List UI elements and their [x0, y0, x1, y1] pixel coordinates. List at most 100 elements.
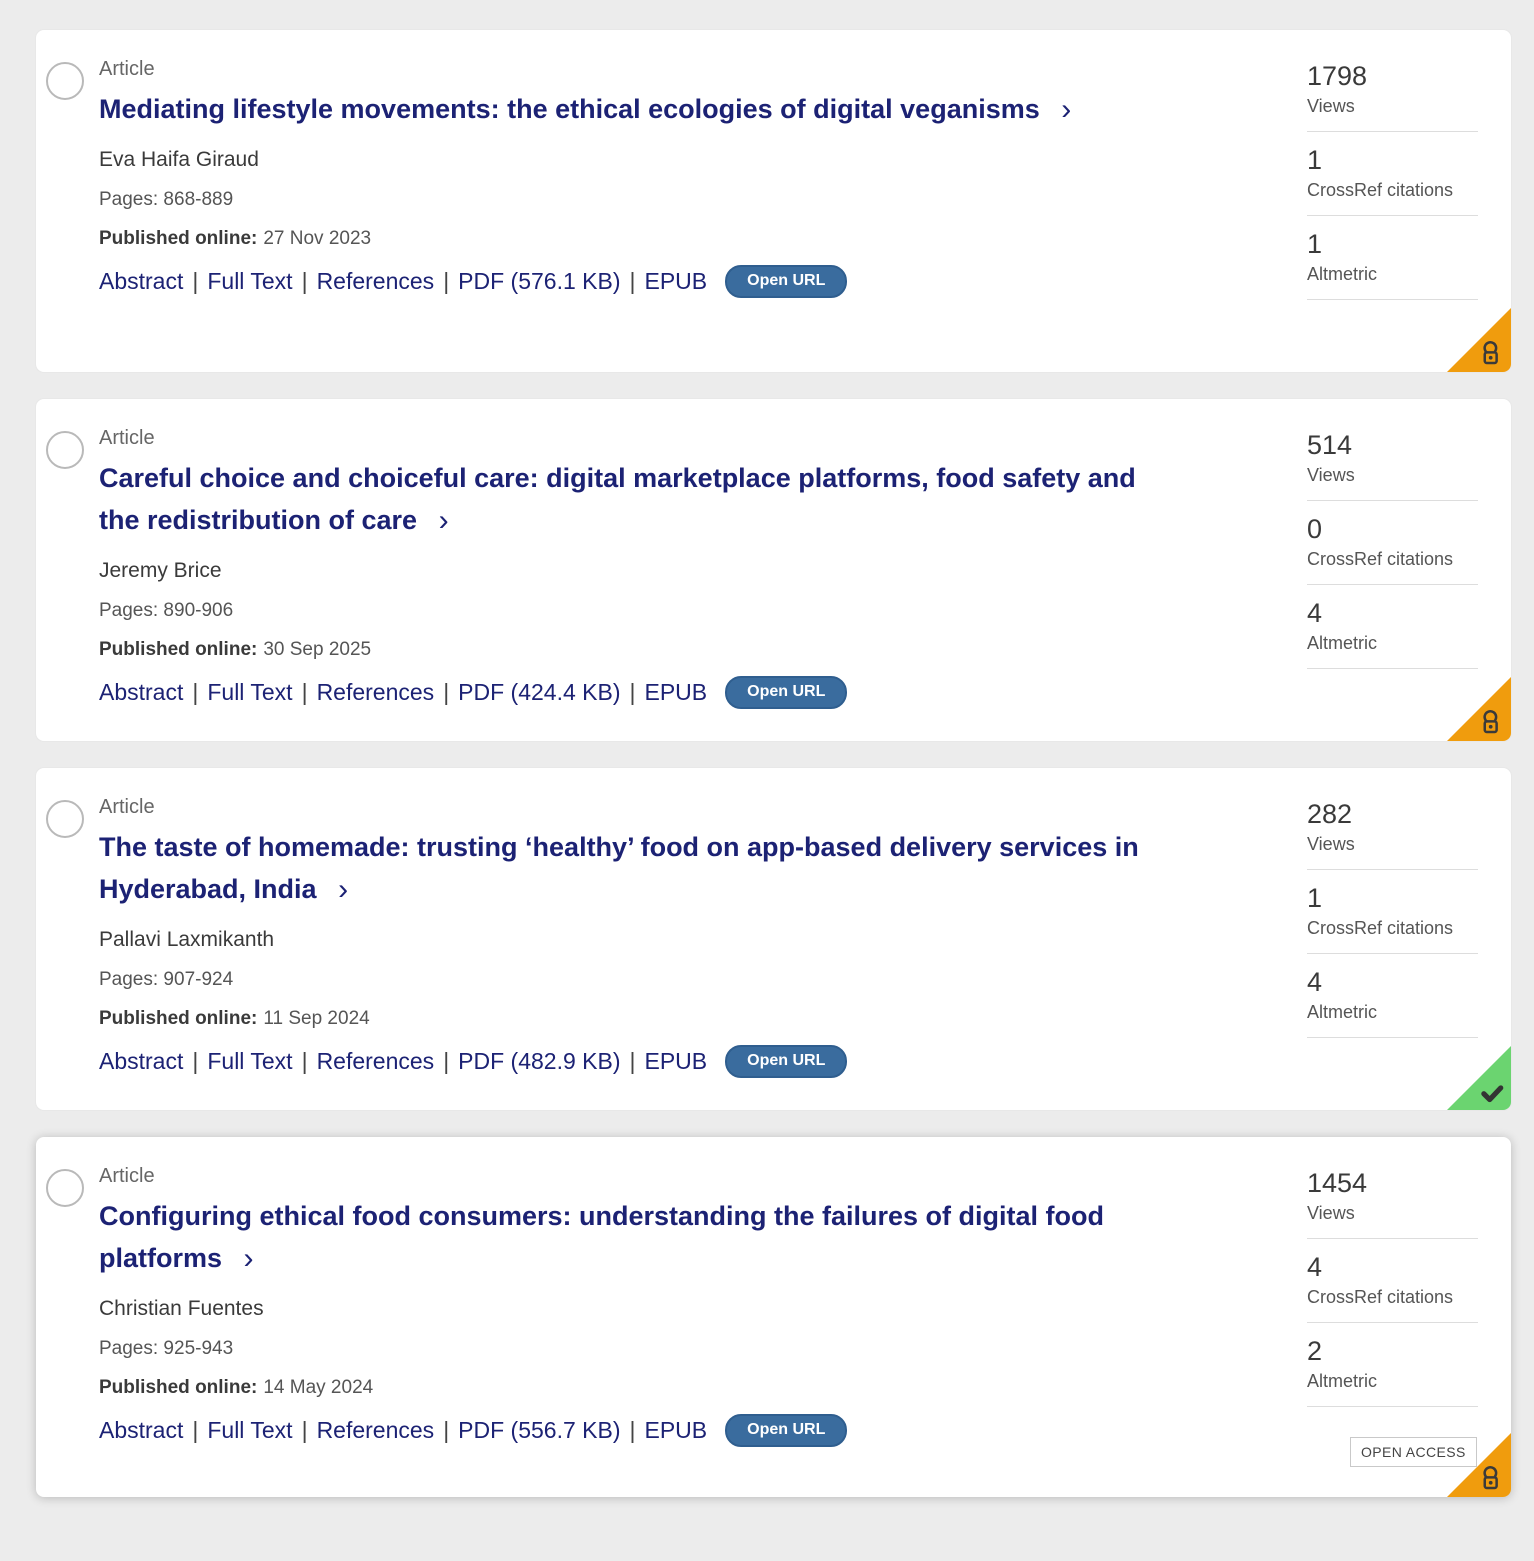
article-author-link[interactable]: Jeremy Brice — [99, 559, 222, 582]
metric-views: 1454 Views — [1307, 1167, 1478, 1225]
metric-crossref-label: CrossRef citations — [1307, 918, 1454, 938]
select-article-checkbox[interactable] — [46, 62, 84, 100]
metric-altmetric-label: Altmetric — [1307, 1002, 1378, 1022]
link-epub[interactable]: EPUB — [644, 268, 708, 294]
chevron-right-icon: › — [243, 1242, 254, 1275]
article-title-text: Careful choice and choiceful care: digit… — [99, 463, 1136, 535]
article-author-link[interactable]: Pallavi Laxmikanth — [99, 928, 275, 951]
link-separator: | — [301, 1048, 308, 1074]
metric-divider — [1307, 1406, 1478, 1407]
link-abstract[interactable]: Abstract — [99, 679, 184, 705]
published-online-date: 30 Sep 2025 — [263, 639, 372, 660]
metric-altmetric: 4 Altmetric — [1307, 597, 1478, 655]
metric-altmetric-label: Altmetric — [1307, 633, 1378, 653]
article-author-link[interactable]: Christian Fuentes — [99, 1297, 264, 1320]
article-title-link[interactable]: Careful choice and choiceful care: digit… — [99, 457, 1149, 541]
metric-altmetric: 2 Altmetric — [1307, 1335, 1478, 1393]
select-article-checkbox[interactable] — [46, 431, 84, 469]
link-separator: | — [443, 1048, 450, 1074]
article-metrics: 1454 Views 4 CrossRef citations 2 Altmet… — [1307, 1163, 1478, 1467]
article-metrics: 282 Views 1 CrossRef citations 4 Altmetr… — [1307, 794, 1478, 1080]
link-pdf[interactable]: PDF (482.9 KB) — [458, 1048, 621, 1074]
metric-views: 1798 Views — [1307, 60, 1478, 118]
article-title-link[interactable]: Configuring ethical food consumers: unde… — [99, 1195, 1149, 1279]
open-access-corner — [1447, 1433, 1511, 1497]
metric-views-label: Views — [1307, 834, 1355, 854]
metric-crossref-value: 1 — [1307, 883, 1323, 913]
select-article-checkbox[interactable] — [46, 1169, 84, 1207]
checked-corner — [1447, 1046, 1511, 1110]
article-main: Article Mediating lifestyle movements: t… — [99, 56, 1307, 342]
metric-views-value: 1798 — [1307, 61, 1368, 91]
link-epub[interactable]: EPUB — [644, 1048, 708, 1074]
link-references[interactable]: References — [316, 268, 435, 294]
metric-crossref-value: 1 — [1307, 145, 1323, 175]
link-full-text[interactable]: Full Text — [207, 679, 293, 705]
link-epub[interactable]: EPUB — [644, 679, 708, 705]
article-published: Published online: 27 Nov 2023 — [99, 227, 1267, 251]
link-references[interactable]: References — [316, 1417, 435, 1443]
link-abstract[interactable]: Abstract — [99, 1048, 184, 1074]
open-access-lock-icon — [1483, 710, 1498, 734]
article-title-link[interactable]: The taste of homemade: trusting ‘healthy… — [99, 826, 1149, 910]
link-references[interactable]: References — [316, 1048, 435, 1074]
metric-divider — [1307, 1238, 1478, 1239]
link-separator: | — [192, 679, 199, 705]
article-links: Abstract | Full Text | References | PDF (482.9… — [99, 1044, 1267, 1078]
article-card: Article Careful choice and choiceful car… — [36, 399, 1511, 741]
metric-crossref-value: 4 — [1307, 1252, 1323, 1282]
metric-altmetric-value: 2 — [1307, 1336, 1323, 1366]
metric-views-label: Views — [1307, 1203, 1355, 1223]
chevron-right-icon: › — [1061, 93, 1072, 126]
open-access-corner — [1447, 677, 1511, 741]
published-online-label: Published online: — [99, 1008, 258, 1029]
article-title-text: Configuring ethical food consumers: unde… — [99, 1201, 1105, 1273]
article-published: Published online: 14 May 2024 — [99, 1376, 1267, 1400]
article-links: Abstract | Full Text | References | PDF (424.4… — [99, 675, 1267, 709]
metric-views: 514 Views — [1307, 429, 1478, 487]
metric-altmetric-value: 4 — [1307, 598, 1323, 628]
article-main: Article The taste of homemade: trusting … — [99, 794, 1307, 1080]
link-pdf[interactable]: PDF (576.1 KB) — [458, 268, 621, 294]
chevron-right-icon: › — [438, 504, 449, 537]
metric-altmetric-value: 1 — [1307, 229, 1323, 259]
article-title-link[interactable]: Mediating lifestyle movements: the ethic… — [99, 88, 1149, 130]
article-type-label: Article — [99, 58, 155, 80]
metric-crossref: 4 CrossRef citations — [1307, 1251, 1478, 1309]
metric-crossref-value: 0 — [1307, 514, 1323, 544]
link-separator: | — [443, 1417, 450, 1443]
article-type-label: Article — [99, 1165, 155, 1187]
metric-altmetric-value: 4 — [1307, 967, 1323, 997]
metric-altmetric-label: Altmetric — [1307, 1371, 1378, 1391]
checkmark-icon — [1481, 1085, 1504, 1103]
link-separator: | — [301, 1417, 308, 1443]
link-abstract[interactable]: Abstract — [99, 1417, 184, 1443]
article-metrics: 1798 Views 1 CrossRef citations 1 Altmet… — [1307, 56, 1478, 342]
link-abstract[interactable]: Abstract — [99, 268, 184, 294]
metric-divider — [1307, 668, 1478, 669]
open-url-button[interactable]: Open URL — [725, 675, 848, 709]
metric-divider — [1307, 1322, 1478, 1323]
link-pdf[interactable]: PDF (424.4 KB) — [458, 679, 621, 705]
metric-divider — [1307, 299, 1478, 300]
metric-divider — [1307, 869, 1478, 870]
published-online-date: 14 May 2024 — [263, 1377, 374, 1398]
metric-divider — [1307, 215, 1478, 216]
link-references[interactable]: References — [316, 679, 435, 705]
select-article-checkbox[interactable] — [46, 800, 84, 838]
chevron-right-icon: › — [338, 873, 349, 906]
metric-crossref: 0 CrossRef citations — [1307, 513, 1478, 571]
open-access-corner — [1447, 308, 1511, 372]
link-separator: | — [629, 679, 636, 705]
article-main: Article Careful choice and choiceful car… — [99, 425, 1307, 711]
link-full-text[interactable]: Full Text — [207, 1048, 293, 1074]
link-full-text[interactable]: Full Text — [207, 268, 293, 294]
metric-divider — [1307, 953, 1478, 954]
open-url-button[interactable]: Open URL — [725, 1413, 848, 1447]
article-author-link[interactable]: Eva Haifa Giraud — [99, 148, 259, 171]
link-full-text[interactable]: Full Text — [207, 1417, 293, 1443]
open-url-button[interactable]: Open URL — [725, 1044, 848, 1078]
open-url-button[interactable]: Open URL — [725, 264, 848, 298]
link-epub[interactable]: EPUB — [644, 1417, 708, 1443]
link-pdf[interactable]: PDF (556.7 KB) — [458, 1417, 621, 1443]
